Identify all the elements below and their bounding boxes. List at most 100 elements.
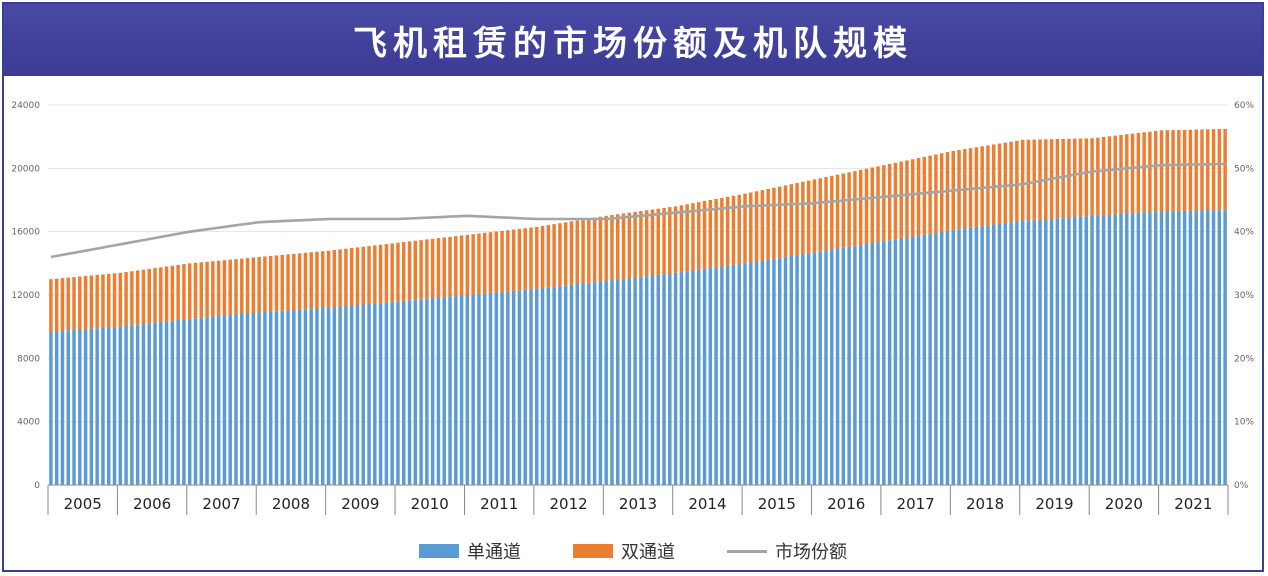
bar-twin-aisle <box>598 216 603 282</box>
chart-title: 飞机租赁的市场份额及机队规模 <box>353 23 913 64</box>
bar-single-aisle <box>1096 215 1100 485</box>
bar-twin-aisle <box>899 161 903 239</box>
bar-single-aisle <box>419 299 423 485</box>
chart-canvas: 0 4000 8000 12000 16000 20000 24000 0% 10% 20% 30%… <box>11 101 1254 515</box>
bar-twin-aisle <box>72 277 76 330</box>
y-right-tick-label: 0% <box>1234 481 1249 491</box>
bar-twin-aisle <box>49 279 53 332</box>
bar-single-aisle <box>251 312 256 485</box>
bar-twin-aisle <box>668 207 672 274</box>
bar-twin-aisle <box>916 158 921 236</box>
bar-twin-aisle <box>1159 130 1164 212</box>
bar-single-aisle <box>297 309 302 485</box>
bar-single-aisle <box>1061 217 1065 485</box>
bar-single-aisle <box>326 307 331 485</box>
bar-single-aisle <box>1119 213 1123 485</box>
bar-single-aisle <box>1130 213 1135 485</box>
bar-twin-aisle <box>1009 141 1013 223</box>
bar-single-aisle <box>668 273 672 485</box>
bar-twin-aisle <box>604 215 608 281</box>
bar-twin-aisle <box>644 210 649 277</box>
bar-single-aisle <box>1072 217 1077 486</box>
bar-twin-aisle <box>546 225 551 288</box>
bar-twin-aisle <box>517 228 522 291</box>
bar-single-aisle <box>737 264 741 485</box>
bar-single-aisle <box>321 308 325 485</box>
bar-twin-aisle <box>477 233 481 294</box>
bar-single-aisle <box>384 302 389 485</box>
bar-twin-aisle <box>592 217 597 283</box>
bar-single-aisle <box>818 251 822 485</box>
bar-twin-aisle <box>384 244 389 303</box>
x-tick-label: 2020 <box>1105 495 1143 513</box>
bar-single-aisle <box>679 272 684 485</box>
x-tick-label: 2007 <box>202 495 240 513</box>
bar-single-aisle <box>945 231 950 485</box>
bar-single-aisle <box>234 314 238 485</box>
bar-twin-aisle <box>286 254 290 311</box>
bar-single-aisle <box>569 284 574 485</box>
bar-twin-aisle <box>355 247 360 306</box>
x-tick-label: 2012 <box>549 495 587 513</box>
bar-twin-aisle <box>639 211 643 277</box>
bar-single-aisle <box>1049 218 1054 485</box>
bar-single-aisle <box>442 297 446 485</box>
bar-single-aisle <box>697 269 701 485</box>
bar-single-aisle <box>135 324 140 485</box>
bar-twin-aisle <box>569 221 574 285</box>
bar-twin-aisle <box>905 160 909 238</box>
bar-single-aisle <box>124 326 128 485</box>
bar-twin-aisle <box>1182 129 1187 211</box>
bar-twin-aisle <box>176 264 180 321</box>
bar-twin-aisle <box>1113 135 1117 215</box>
bar-single-aisle <box>1165 211 1169 486</box>
bar-twin-aisle <box>812 179 817 253</box>
bar-twin-aisle <box>887 163 892 241</box>
x-tick-label: 2006 <box>133 495 171 513</box>
bar-twin-aisle <box>1015 140 1019 222</box>
bar-single-aisle <box>610 280 614 485</box>
bar-single-aisle <box>170 320 175 485</box>
bar-twin-aisle <box>777 186 782 258</box>
bar-single-aisle <box>274 311 279 485</box>
bar-single-aisle <box>662 274 666 485</box>
bar-single-aisle <box>1159 211 1164 486</box>
bar-twin-aisle <box>870 167 874 244</box>
legend-label-single-aisle: 单通道 <box>467 542 521 563</box>
bar-single-aisle <box>112 327 117 485</box>
bar-single-aisle <box>222 315 227 485</box>
bar-single-aisle <box>257 312 261 485</box>
bar-single-aisle <box>633 277 637 485</box>
bar-twin-aisle <box>1032 139 1036 220</box>
bar-single-aisle <box>205 317 209 485</box>
bar-twin-aisle <box>494 231 499 293</box>
bar-single-aisle <box>477 293 481 485</box>
x-tick-label: 2005 <box>64 495 102 513</box>
bar-twin-aisle <box>338 249 342 307</box>
bar-single-aisle <box>928 233 932 485</box>
bar-twin-aisle <box>795 182 799 256</box>
bar-single-aisle <box>957 229 961 485</box>
bar-twin-aisle <box>893 162 898 240</box>
bar-twin-aisle <box>263 256 267 313</box>
bar-twin-aisle <box>222 260 227 316</box>
bar-single-aisle <box>893 239 898 485</box>
y-left-tick-label: 12000 <box>11 291 40 301</box>
bar-twin-aisle <box>240 258 244 314</box>
bar-twin-aisle <box>193 262 198 319</box>
bar-single-aisle <box>754 261 759 485</box>
bar-twin-aisle <box>558 223 562 287</box>
bar-single-aisle <box>130 325 134 485</box>
bar-twin-aisle <box>922 156 927 235</box>
bar-single-aisle <box>465 295 470 485</box>
bar-twin-aisle <box>54 278 59 332</box>
bar-single-aisle <box>1206 210 1210 485</box>
bar-single-aisle <box>349 305 354 485</box>
bar-single-aisle <box>1038 219 1042 486</box>
bar-twin-aisle <box>673 206 678 273</box>
bar-twin-aisle <box>378 244 383 303</box>
bar-twin-aisle <box>1148 131 1152 212</box>
bar-single-aisle <box>1090 215 1094 486</box>
bar-single-aisle <box>968 227 973 486</box>
bar-twin-aisle <box>344 248 348 307</box>
